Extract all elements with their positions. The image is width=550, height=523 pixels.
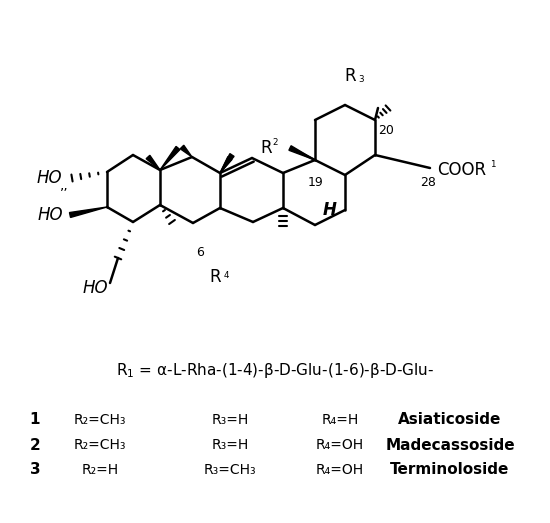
Text: R₃=H: R₃=H [211, 438, 249, 452]
Text: R₃=CH₃: R₃=CH₃ [204, 463, 256, 477]
Text: 1: 1 [30, 413, 40, 427]
Text: $_2$: $_2$ [272, 135, 279, 148]
Text: $_4$: $_4$ [223, 268, 230, 281]
Text: 28: 28 [420, 176, 436, 188]
Text: 20: 20 [378, 123, 394, 137]
Text: R₃=H: R₃=H [211, 413, 249, 427]
Text: 2: 2 [30, 438, 40, 452]
Polygon shape [160, 146, 180, 170]
Polygon shape [220, 156, 232, 173]
Polygon shape [146, 155, 160, 170]
Text: R: R [260, 139, 272, 157]
Text: R₄=H: R₄=H [321, 413, 359, 427]
Text: 3: 3 [30, 462, 40, 477]
Text: R: R [209, 268, 221, 286]
Text: $_1$: $_1$ [490, 157, 497, 170]
Text: R₂=CH₃: R₂=CH₃ [74, 438, 126, 452]
Text: R₂=CH₃: R₂=CH₃ [74, 413, 126, 427]
Text: HO: HO [36, 169, 62, 187]
Text: $_3$: $_3$ [358, 72, 365, 85]
Polygon shape [69, 207, 107, 218]
Text: 19: 19 [308, 176, 324, 188]
Text: ,,: ,, [60, 178, 69, 192]
Text: R$_1$ = α-L-Rha-(1-4)-β-D-Glu-(1-6)-β-D-Glu-: R$_1$ = α-L-Rha-(1-4)-β-D-Glu-(1-6)-β-D-… [116, 360, 434, 380]
Text: Madecassoside: Madecassoside [385, 438, 515, 452]
Text: R₂=H: R₂=H [81, 463, 119, 477]
Text: Asiaticoside: Asiaticoside [398, 413, 502, 427]
Polygon shape [220, 154, 234, 173]
Text: Terminoloside: Terminoloside [390, 462, 510, 477]
Polygon shape [289, 146, 315, 160]
Text: 6: 6 [196, 246, 204, 259]
Text: COOR: COOR [437, 161, 486, 179]
Text: R₄=OH: R₄=OH [316, 463, 364, 477]
Text: H: H [323, 201, 337, 219]
Text: R: R [344, 67, 356, 85]
Text: HO: HO [82, 279, 108, 297]
Polygon shape [180, 145, 192, 157]
Text: HO: HO [37, 206, 63, 224]
Text: R₄=OH: R₄=OH [316, 438, 364, 452]
